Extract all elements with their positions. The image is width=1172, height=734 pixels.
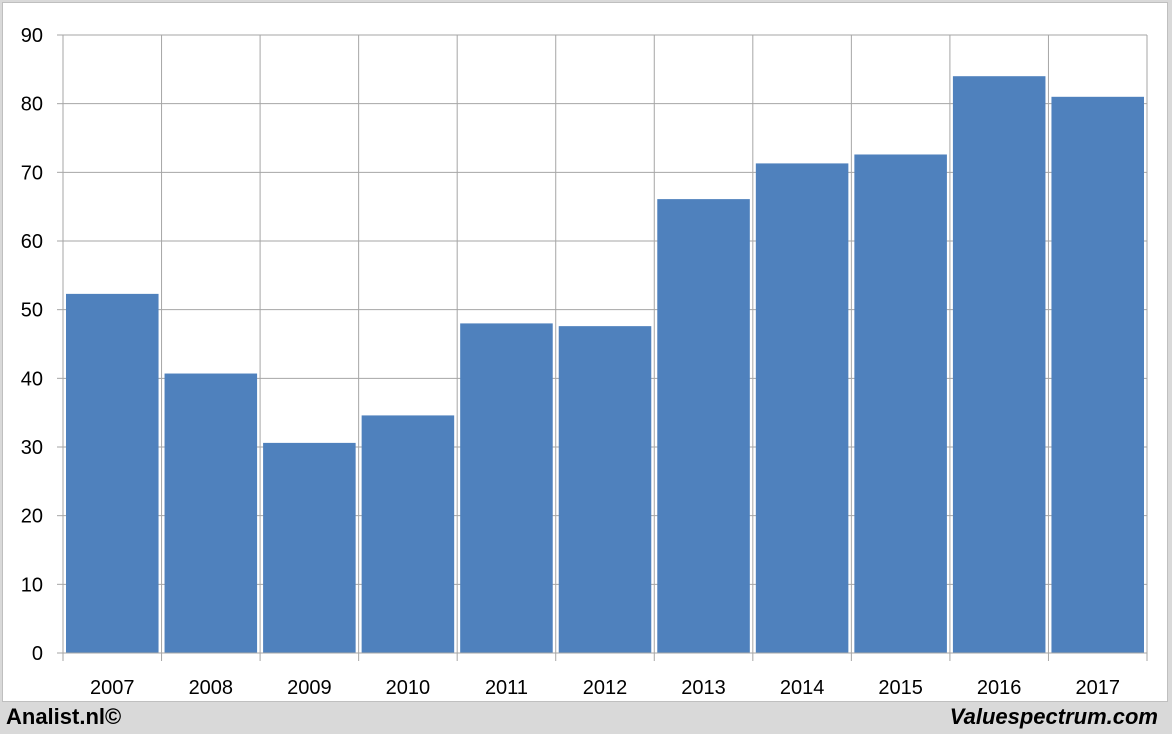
y-tick-label: 0 [32, 643, 43, 665]
chart-panel: 0 10 20 30 40 50 60 70 80 90 2007 2008 2009 2010 2011 2… [2, 2, 1168, 702]
y-tick-label: 30 [21, 437, 43, 459]
y-tick-label: 60 [21, 231, 43, 253]
x-tick-label: 2013 [681, 677, 726, 699]
source-credit-right: Valuespectrum.com [949, 704, 1158, 729]
label-layer: 0 10 20 30 40 50 60 70 80 90 2007 2008 2009 2010 2011 2… [21, 25, 1120, 699]
bar-2015 [854, 154, 947, 654]
bar-2008 [164, 373, 258, 653]
x-tick-label: 2017 [1075, 677, 1120, 699]
bar-2014 [755, 163, 849, 653]
y-tick-label: 40 [21, 368, 43, 390]
x-tick-label: 2016 [977, 677, 1022, 699]
bar-2016 [952, 76, 1046, 653]
source-credit-left: Analist.nl© [6, 704, 122, 729]
bar-2011 [460, 323, 553, 653]
y-tick-label: 20 [21, 506, 43, 528]
bar-2017 [1051, 96, 1144, 654]
bar-2009 [263, 442, 356, 653]
x-tick-label: 2008 [189, 677, 234, 699]
x-tick-label: 2015 [878, 677, 923, 699]
bar-2013 [657, 199, 750, 653]
bar-2010 [361, 415, 455, 653]
y-tick-label: 90 [21, 25, 43, 47]
axis-layer [57, 34, 1148, 661]
x-tick-label: 2007 [90, 677, 135, 699]
bar-2012 [558, 326, 652, 653]
x-tick-label: 2009 [287, 677, 332, 699]
y-tick-label: 50 [21, 300, 43, 322]
y-tick-label: 80 [21, 94, 43, 116]
bar-chart: 0 10 20 30 40 50 60 70 80 90 2007 2008 2009 2010 2011 2… [21, 25, 1148, 699]
x-tick-label: 2011 [485, 677, 528, 699]
y-tick-label: 10 [21, 574, 43, 596]
y-tick-label: 70 [21, 162, 43, 184]
bar-layer [66, 76, 1144, 654]
x-tick-label: 2014 [780, 677, 825, 699]
x-tick-label: 2012 [583, 677, 628, 699]
bar-2007 [66, 293, 159, 653]
x-tick-label: 2010 [386, 677, 431, 699]
